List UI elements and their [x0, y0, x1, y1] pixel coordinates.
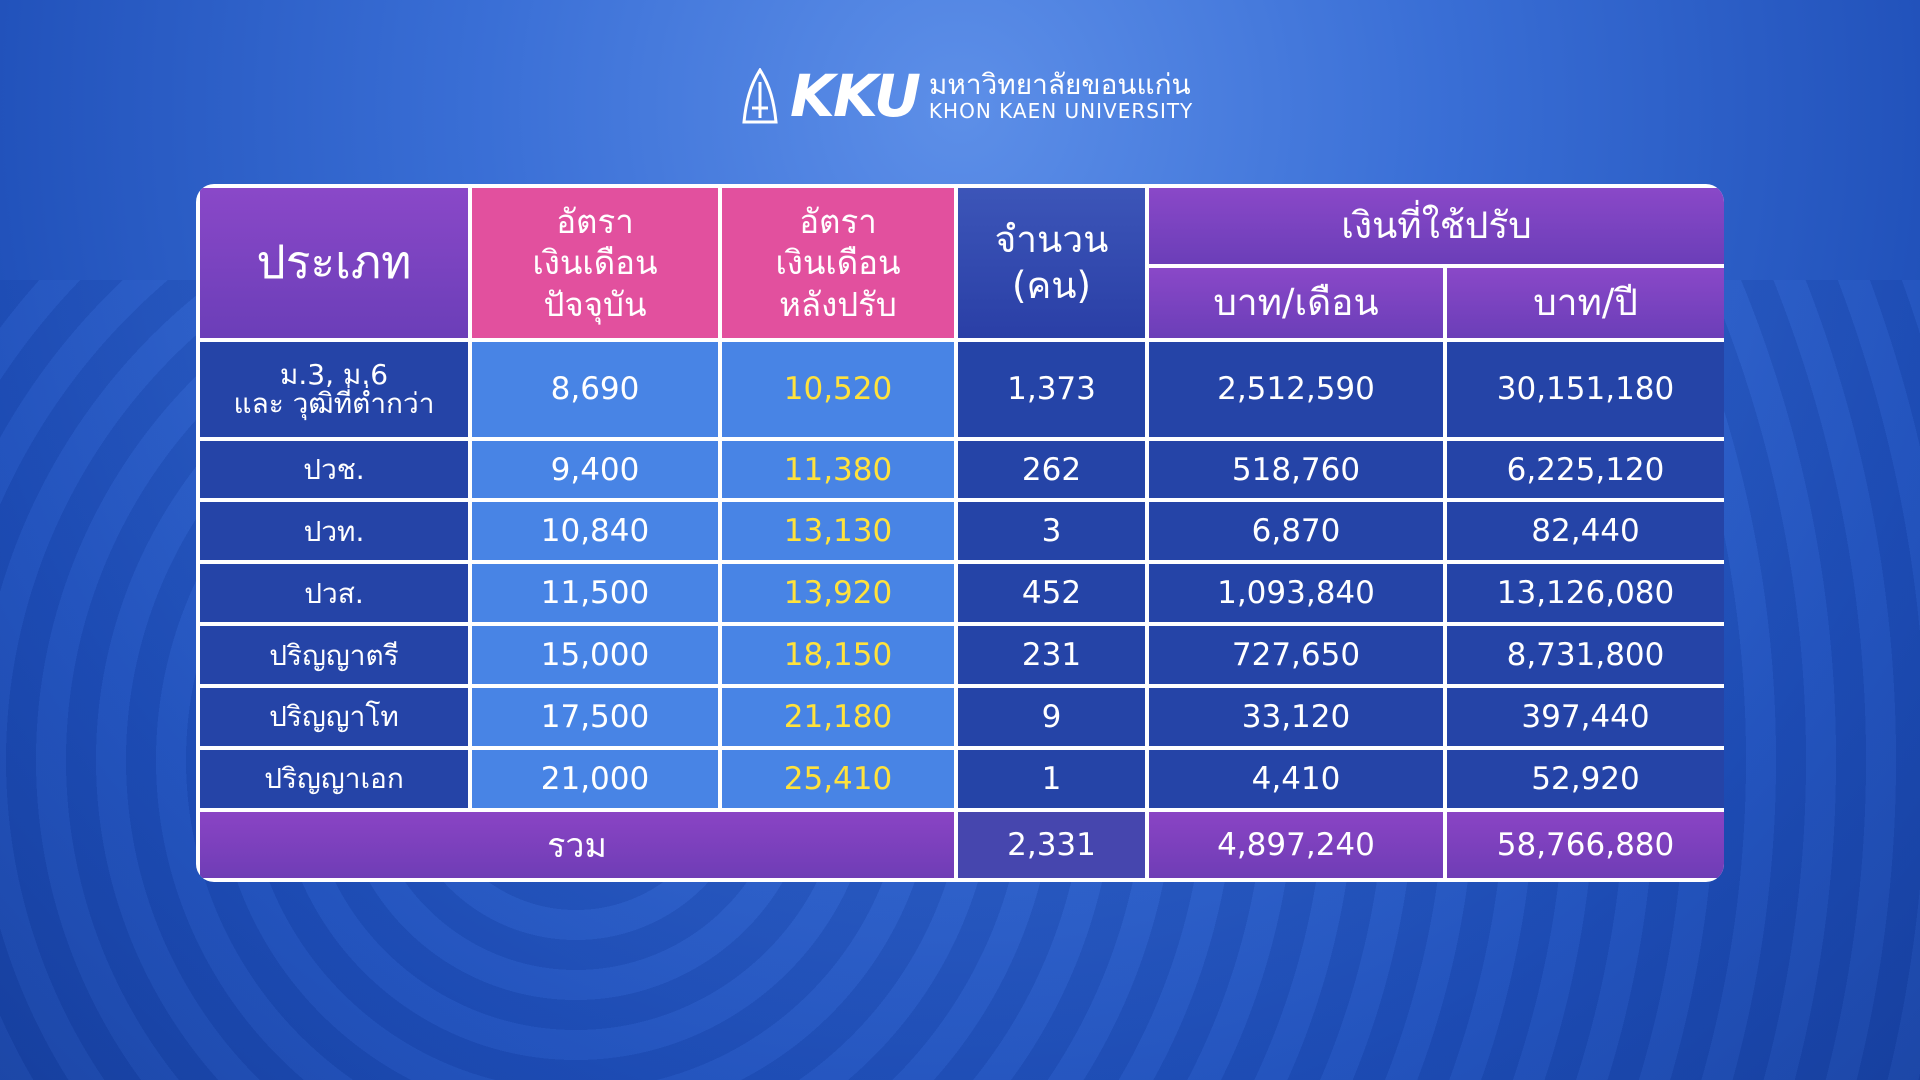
cell-per-year: 6,225,120	[1447, 440, 1724, 499]
logo-abbr: KKU	[790, 62, 921, 130]
header-type: ประเภท	[200, 188, 468, 338]
cell-adjusted-salary: 13,920	[722, 564, 954, 623]
table-row: ปริญญาเอก 21,000 25,410 1 4,410 52,920	[200, 750, 1724, 808]
cell-type: ปวส.	[200, 564, 468, 623]
cell-adjusted-salary: 10,520	[722, 342, 954, 437]
total-per-month: 4,897,240	[1149, 812, 1443, 878]
salary-table: ประเภท อัตรา เงินเดือน ปัจจุบัน อัตรา เง…	[196, 184, 1724, 882]
cell-type: ปริญญาตรี	[200, 626, 468, 685]
cell-per-year: 52,920	[1447, 750, 1724, 808]
cell-per-month: 518,760	[1149, 440, 1443, 499]
cell-type: ปวช.	[200, 440, 468, 499]
cell-per-year: 397,440	[1447, 688, 1724, 747]
cell-per-year: 82,440	[1447, 502, 1724, 561]
cell-type: ปริญญาโท	[200, 688, 468, 747]
header-count: จำนวน (คน)	[958, 188, 1145, 338]
table-row: ม.3, ม.6 และ วุฒิที่ต่ำกว่า 8,690 10,520 1,…	[200, 342, 1724, 437]
total-count: 2,331	[958, 812, 1145, 878]
logo: KKU มหาวิทยาลัยขอนแก่น KHON KAEN UNIVERS…	[740, 62, 1193, 130]
cell-adjusted-salary: 21,180	[722, 688, 954, 747]
cell-current-salary: 11,500	[472, 564, 718, 623]
cell-count: 1,373	[958, 342, 1145, 437]
cell-per-year: 13,126,080	[1447, 564, 1724, 623]
university-en: KHON KAEN UNIVERSITY	[928, 99, 1194, 124]
cell-count: 9	[958, 688, 1145, 747]
cell-type: ปวท.	[200, 502, 468, 561]
cell-adjusted-salary: 25,410	[722, 750, 954, 808]
table-row: ปริญญาตรี 15,000 18,150 231 727,650 8,731,800	[200, 626, 1724, 685]
cell-per-month: 1,093,840	[1149, 564, 1443, 623]
cell-type: ม.3, ม.6 และ วุฒิที่ต่ำกว่า	[200, 342, 468, 437]
cell-count: 1	[958, 750, 1145, 808]
cell-current-salary: 17,500	[472, 688, 718, 747]
table-row: ปริญญาโท 17,500 21,180 9 33,120 397,440	[200, 688, 1724, 747]
cell-count: 231	[958, 626, 1145, 685]
cell-per-month: 33,120	[1149, 688, 1443, 747]
header-per-year: บาท/ปี	[1447, 268, 1724, 338]
header-adjusted-salary: อัตรา เงินเดือน หลังปรับ	[722, 188, 954, 338]
cell-per-month: 6,870	[1149, 502, 1443, 561]
total-per-year: 58,766,880	[1447, 812, 1724, 878]
cell-per-year: 30,151,180	[1447, 342, 1724, 437]
logo-icon	[742, 68, 778, 124]
cell-adjusted-salary: 11,380	[722, 440, 954, 499]
cell-count: 262	[958, 440, 1145, 499]
cell-current-salary: 8,690	[472, 342, 718, 437]
total-label: รวม	[200, 812, 954, 878]
cell-per-month: 4,410	[1149, 750, 1443, 808]
cell-current-salary: 10,840	[472, 502, 718, 561]
table-frame: ประเภท อัตรา เงินเดือน ปัจจุบัน อัตรา เง…	[196, 184, 1724, 882]
header-current-salary: อัตรา เงินเดือน ปัจจุบัน	[472, 188, 718, 338]
header-per-month: บาท/เดือน	[1149, 268, 1443, 338]
cell-count: 452	[958, 564, 1145, 623]
cell-adjusted-salary: 13,130	[722, 502, 954, 561]
cell-count: 3	[958, 502, 1145, 561]
cell-per-month: 727,650	[1149, 626, 1443, 685]
header-budget: เงินที่ใช้ปรับ	[1149, 188, 1724, 264]
total-row: รวม 2,331 4,897,240 58,766,880	[200, 812, 1724, 878]
table-row: ปวท. 10,840 13,130 3 6,870 82,440	[200, 502, 1724, 561]
cell-per-month: 2,512,590	[1149, 342, 1443, 437]
table-row: ปวช. 9,400 11,380 262 518,760 6,225,120	[200, 440, 1724, 499]
logo-names: มหาวิทยาลัยขอนแก่น KHON KAEN UNIVERSITY	[928, 67, 1194, 124]
table-body: ม.3, ม.6 และ วุฒิที่ต่ำกว่า 8,690 10,520 1,…	[200, 342, 1724, 878]
table-row: ปวส. 11,500 13,920 452 1,093,840 13,126,080	[200, 564, 1724, 623]
cell-current-salary: 15,000	[472, 626, 718, 685]
cell-per-year: 8,731,800	[1447, 626, 1724, 685]
cell-current-salary: 21,000	[472, 750, 718, 808]
cell-adjusted-salary: 18,150	[722, 626, 954, 685]
cell-current-salary: 9,400	[472, 440, 718, 499]
university-thai: มหาวิทยาลัยขอนแก่น	[928, 67, 1191, 101]
cell-type: ปริญญาเอก	[200, 750, 468, 808]
